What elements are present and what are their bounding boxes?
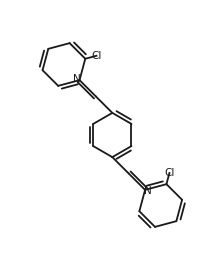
Text: N: N <box>73 74 81 84</box>
Text: Cl: Cl <box>91 51 102 61</box>
Text: Cl: Cl <box>164 168 175 178</box>
Text: N: N <box>144 186 152 196</box>
